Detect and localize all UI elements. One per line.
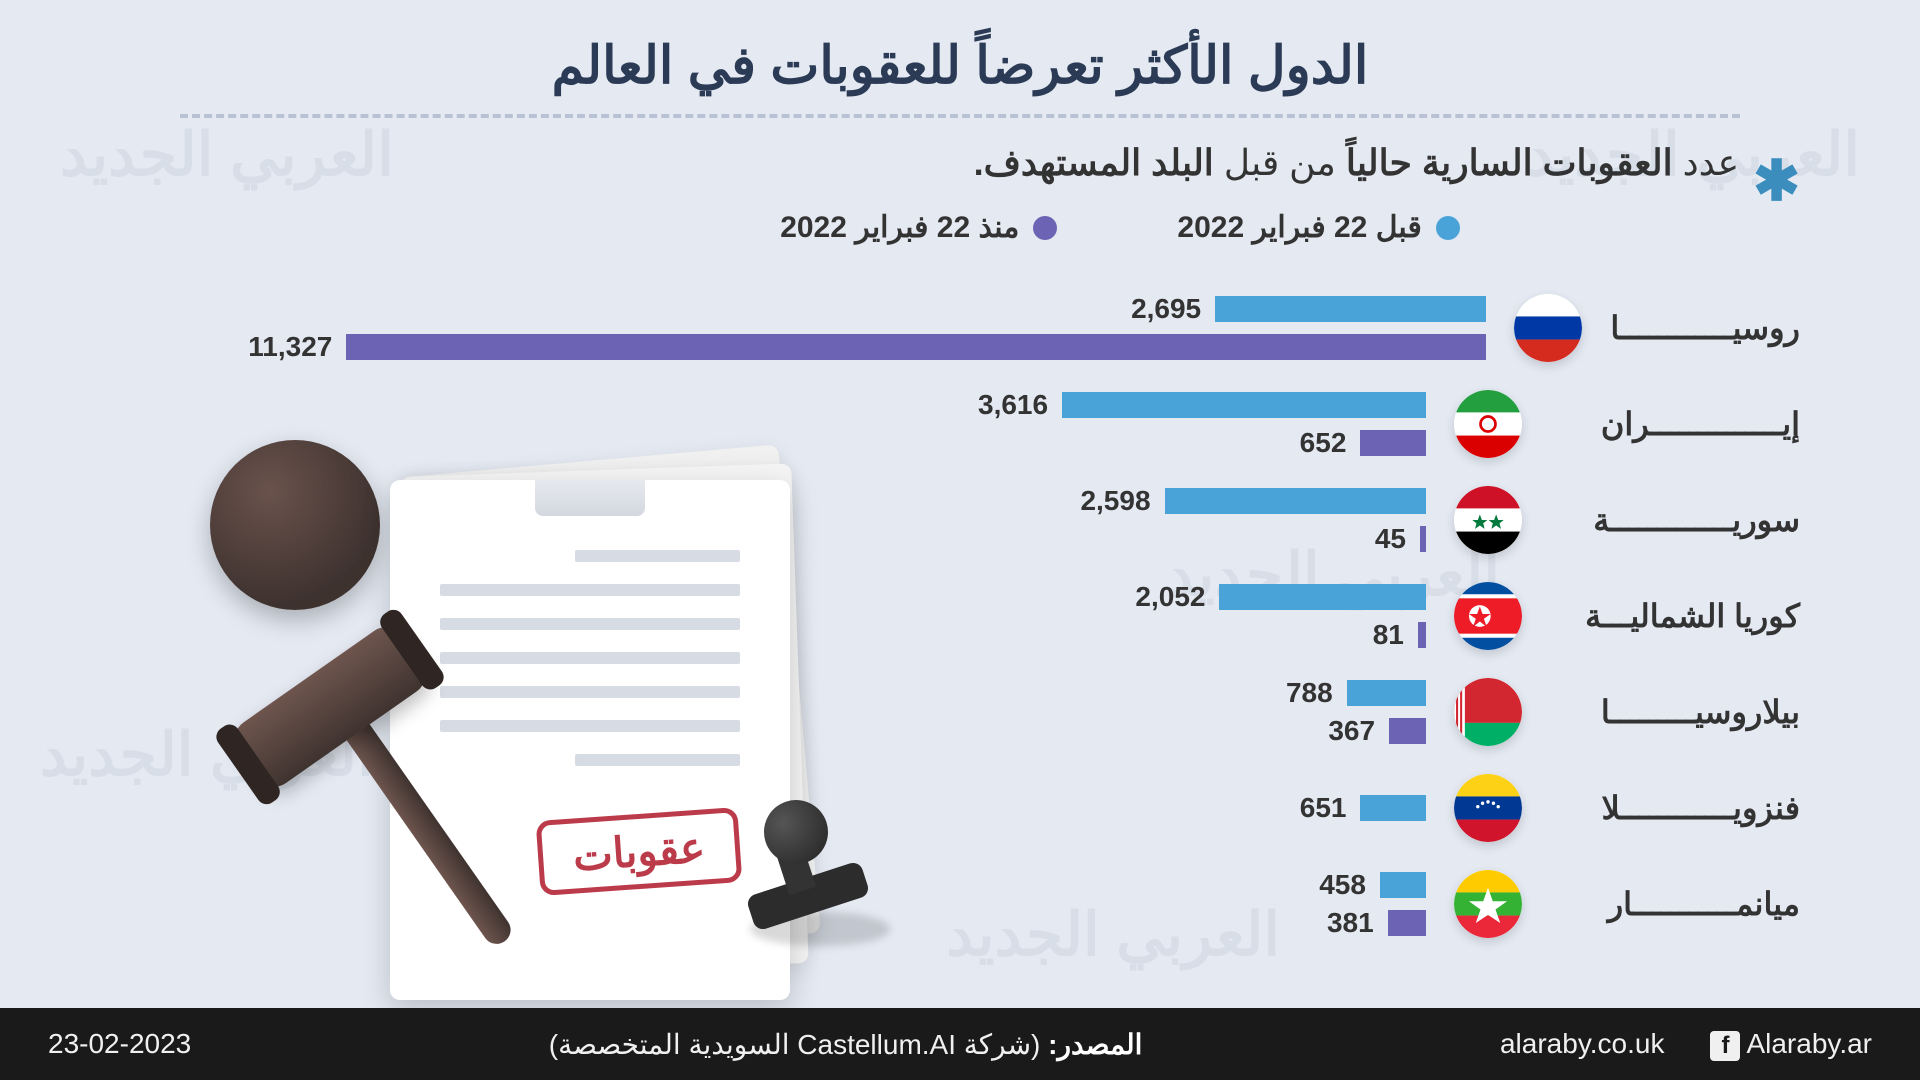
bar-after (1388, 910, 1426, 936)
subtitle-mid: من قبل (1214, 142, 1346, 183)
bar-before (1165, 488, 1426, 514)
header: الدول الأكثر تعرضاً للعقوبات في العالم (0, 0, 1920, 118)
value-before: 458 (1319, 869, 1366, 901)
footer-date: 23-02-2023 (48, 1028, 191, 1060)
bar-after (1389, 718, 1426, 744)
watermark: العربي الجديد (60, 120, 394, 190)
value-after: 45 (1375, 523, 1406, 555)
legend-after: منذ 22 فبراير 2022 (780, 210, 1057, 245)
value-before: 2,695 (1131, 293, 1201, 325)
value-after: 81 (1373, 619, 1404, 651)
legend-before: قبل 22 فبراير 2022 (1177, 210, 1459, 245)
value-after: 652 (1300, 427, 1347, 459)
bar-before-wrap: 3,616 (290, 389, 1426, 421)
country-label: سوريـــــــــــــة (1550, 501, 1800, 539)
value-after: 381 (1327, 907, 1374, 939)
bar-before (1062, 392, 1426, 418)
country-label: فنزويــــــــــــلا (1550, 789, 1800, 827)
page-title: الدول الأكثر تعرضاً للعقوبات في العالم (0, 36, 1920, 96)
footer-source-text: (شركة Castellum.AI السويدية المتخصصة) (549, 1029, 1041, 1060)
value-after: 11,327 (248, 331, 332, 363)
bar-after (1360, 430, 1426, 456)
illustration: عقوبات (130, 430, 870, 1010)
footer-site: alaraby.co.uk (1500, 1028, 1664, 1060)
bar-after-wrap: 11,327 (248, 331, 1486, 363)
stamper-icon (730, 800, 880, 950)
legend-after-label: منذ 22 فبراير 2022 (780, 210, 1019, 245)
flag-icon (1454, 678, 1522, 746)
value-before: 651 (1300, 792, 1347, 824)
bar-before-wrap: 2,695 (248, 293, 1486, 325)
bar-before (1347, 680, 1426, 706)
watermark: العربي الجديد (1526, 120, 1860, 190)
flag-icon (1454, 774, 1522, 842)
chart-row: روسيــــــــــــا 2,695 11,327 (290, 280, 1800, 376)
country-label: روسيــــــــــــا (1610, 309, 1800, 347)
footer-source-label: المصدر: (1048, 1029, 1142, 1060)
value-before: 3,616 (978, 389, 1048, 421)
flag-icon (1454, 870, 1522, 938)
value-after: 367 (1328, 715, 1375, 747)
footer-handle: Alaraby.ar (1746, 1028, 1872, 1059)
legend-before-label: قبل 22 فبراير 2022 (1177, 210, 1421, 245)
flag-icon (1454, 390, 1522, 458)
flag-icon (1514, 294, 1582, 362)
bar-after (346, 334, 1486, 360)
subtitle-bold-2: البلد المستهدف. (974, 142, 1214, 183)
footer: 23-02-2023 المصدر: (شركة Castellum.AI ال… (0, 1008, 1920, 1080)
stamp-label: عقوبات (536, 807, 743, 896)
country-label: بيلاروسيـــــــــا (1550, 693, 1800, 731)
country-label: ميانمـــــــــــار (1550, 885, 1800, 923)
value-before: 788 (1286, 677, 1333, 709)
flag-icon (1454, 486, 1522, 554)
facebook-icon: f (1710, 1031, 1740, 1061)
bar-before (1219, 584, 1426, 610)
swatch-after (1033, 216, 1057, 240)
bar-before (1215, 296, 1486, 322)
bar-after (1418, 622, 1426, 648)
country-label: كوريا الشماليـــة (1550, 597, 1800, 635)
legend: قبل 22 فبراير 2022 منذ 22 فبراير 2022 (0, 184, 1920, 275)
footer-source: المصدر: (شركة Castellum.AI السويدية المت… (549, 1028, 1143, 1061)
value-before: 2,598 (1080, 485, 1150, 517)
bar-group: 2,695 11,327 (248, 293, 1486, 363)
flag-icon (1454, 582, 1522, 650)
value-before: 2,052 (1135, 581, 1205, 613)
country-label: إيــــــــــــــران (1550, 405, 1800, 443)
bar-before (1380, 872, 1426, 898)
swatch-before (1436, 216, 1460, 240)
gavel-icon (190, 580, 530, 920)
bar-after (1420, 526, 1426, 552)
bar-before (1360, 795, 1426, 821)
